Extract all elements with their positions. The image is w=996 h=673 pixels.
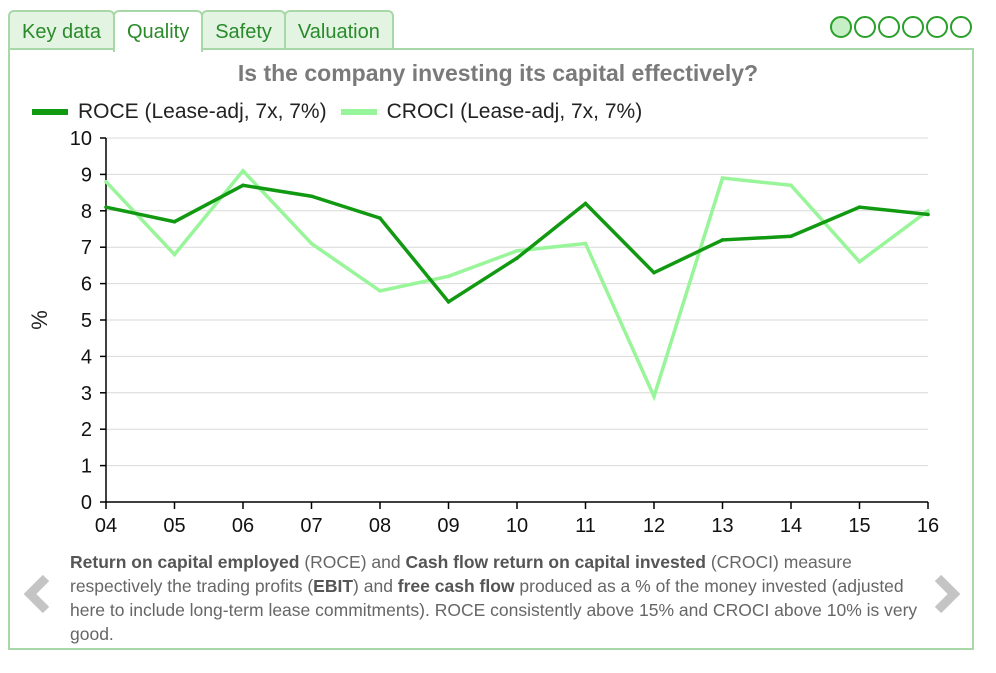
tab-bar: Key data Quality Safety Valuation: [8, 10, 394, 52]
x-tick-label: 09: [437, 515, 459, 537]
x-tick-label: 07: [300, 515, 322, 537]
y-tick-label: 3: [81, 383, 92, 405]
croci-point: [104, 179, 108, 184]
prev-button[interactable]: [22, 574, 54, 614]
legend-label-roce: ROCE (Lease-adj, 7x, 7%): [78, 100, 327, 123]
tab-key-data[interactable]: Key data: [8, 10, 115, 50]
croci-point: [378, 289, 382, 293]
roce-point: [926, 212, 930, 217]
legend-label-croci: CROCI (Lease-adj, 7x, 7%): [386, 100, 643, 123]
croci-point: [652, 394, 656, 399]
roce-point: [104, 205, 108, 209]
tab-safety[interactable]: Safety: [201, 10, 286, 50]
x-tick-label: 15: [848, 515, 870, 537]
croci-point: [720, 176, 725, 180]
croci-point: [926, 209, 930, 213]
desc-text-2: (CROCI) measure respectively the trading…: [70, 552, 852, 596]
page-indicator: [830, 16, 972, 38]
chart-title: Is the company investing its capital eff…: [237, 60, 759, 86]
croci-point: [789, 183, 793, 188]
chart-series: [104, 168, 930, 402]
page-dot-1[interactable]: [830, 16, 852, 38]
chevron-right-icon: [934, 574, 961, 614]
croci-point: [583, 241, 588, 246]
page-dot-4[interactable]: [902, 16, 924, 38]
croci-point: [446, 274, 451, 279]
tab-quality[interactable]: Quality: [112, 10, 204, 52]
roce-point: [309, 194, 314, 199]
roce-point: [515, 256, 519, 260]
chart-grid: [106, 137, 928, 467]
croci-point: [241, 168, 245, 173]
x-tick-label: 14: [780, 515, 802, 537]
x-tick-label: 05: [163, 515, 185, 537]
legend-entry-roce: ROCE (Lease-adj, 7x, 7%): [32, 100, 327, 124]
roce-point: [857, 205, 862, 209]
x-axis-ticks: 04 05 06 07 08 09 10 11 12 13 14 15 16: [95, 502, 939, 537]
x-tick-label: 16: [917, 515, 939, 537]
desc-term-croci: Cash flow return on capital invested: [405, 552, 706, 572]
y-axis-ticks: 0 1 2 3 4 5 6 7 8 9 10: [70, 128, 106, 514]
x-tick-label: 11: [575, 515, 596, 537]
desc-text-1: (ROCE) and: [299, 552, 406, 572]
desc-text-4: produced as a % of the money invested (a…: [70, 576, 918, 644]
x-tick-label: 06: [232, 515, 254, 537]
tab-valuation[interactable]: Valuation: [283, 10, 394, 50]
roce-point: [446, 300, 451, 304]
desc-term-fcf: free cash flow: [397, 576, 515, 596]
x-tick-label: 08: [369, 515, 391, 537]
x-tick-label: 13: [711, 515, 733, 537]
desc-term-ebit: EBIT: [313, 576, 354, 596]
y-tick-label: 2: [81, 419, 92, 441]
legend-swatch-roce: [32, 109, 68, 115]
roce-point: [652, 270, 656, 275]
chevron-left-icon: [23, 574, 50, 614]
roce-point: [720, 238, 725, 242]
legend-swatch-croci: [340, 109, 377, 115]
x-tick-label: 04: [95, 515, 117, 537]
y-tick-label: 8: [81, 201, 92, 223]
chart-panel: [8, 48, 974, 650]
y-tick-label: 9: [81, 164, 92, 186]
croci-point: [309, 241, 314, 246]
roce-point: [789, 234, 793, 239]
x-tick-label: 12: [643, 515, 665, 537]
y-tick-label: 0: [81, 492, 92, 514]
desc-term-roce: Return on capital employed: [70, 552, 300, 572]
roce-point: [241, 183, 245, 188]
roce-point: [583, 201, 588, 206]
next-button[interactable]: [930, 574, 962, 614]
page-dot-5[interactable]: [926, 16, 948, 38]
page-dot-6[interactable]: [950, 16, 972, 38]
croci-point: [857, 259, 862, 264]
chart-description: Return on capital employed (ROCE) and Ca…: [70, 550, 930, 646]
legend-entry-croci: CROCI (Lease-adj, 7x, 7%): [340, 100, 643, 124]
page-dot-2[interactable]: [854, 16, 876, 38]
roce-point: [378, 216, 382, 220]
desc-text-3: ) and: [353, 576, 398, 596]
page-dot-3[interactable]: [878, 16, 900, 38]
chart-legend: ROCE (Lease-adj, 7x, 7%) CROCI (Lease-ad…: [32, 100, 656, 124]
y-axis-label: %: [27, 310, 52, 330]
roce-point: [172, 219, 177, 224]
croci-point: [172, 252, 177, 257]
y-tick-label: 6: [81, 274, 92, 296]
y-tick-label: 10: [70, 128, 92, 150]
x-tick-label: 10: [506, 515, 528, 537]
y-tick-label: 5: [81, 310, 92, 332]
y-tick-label: 4: [81, 346, 92, 368]
croci-point: [515, 249, 519, 253]
y-tick-label: 7: [81, 237, 92, 259]
y-tick-label: 1: [81, 456, 92, 478]
